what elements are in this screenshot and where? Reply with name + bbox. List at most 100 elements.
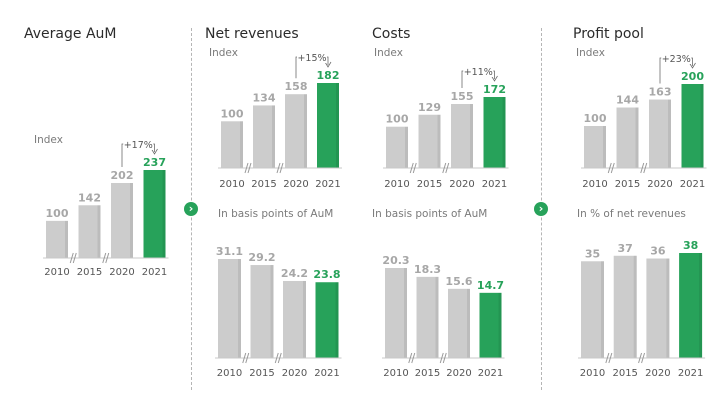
costs-bps-bar-shade-0	[404, 268, 407, 358]
costs-bps-bar-1	[416, 276, 439, 358]
aum-index-bar-shade-1	[97, 205, 101, 258]
revenues-index-axis-break-2	[276, 162, 284, 174]
costs-bps-bar-3	[479, 292, 502, 358]
costs-index-bar-2	[451, 104, 473, 168]
revenues-bps-tick-label-0: 2010	[217, 368, 242, 379]
costs-bps-bar-shade-3	[498, 292, 502, 358]
costs-index-tick-label-0: 2010	[384, 179, 409, 190]
revenues-bps-axis-break-2	[274, 352, 282, 364]
costs-bps-bar-shade-2	[467, 288, 470, 358]
costs-index-value-label-1: 129	[418, 101, 441, 114]
revenues-index-value-label-1: 134	[253, 91, 276, 104]
revenues-bps-value-label-0: 31.1	[216, 245, 243, 258]
aum-index-bar-1	[78, 205, 101, 258]
profit-pct-value-label-1: 37	[618, 242, 633, 255]
profit-index-bar-2	[649, 99, 671, 168]
profit-pct-bar-3	[679, 253, 703, 358]
costs-index-value-label-3: 172	[483, 83, 506, 96]
revenues-index-axis-break	[244, 162, 252, 174]
costs-index-change-label: +11%	[464, 67, 493, 78]
costs-bps-value-label-2: 15.6	[445, 275, 472, 288]
profit-pct-bar-1	[613, 255, 637, 358]
costs-index-bar-shade-2	[470, 104, 473, 168]
revenues-index-bar-shade-1	[272, 105, 275, 168]
costs-bps-bar-2	[448, 288, 470, 358]
revenues-bps-tick-label-1: 2015	[249, 368, 274, 379]
revenues-bps-bar-shade-2	[303, 280, 306, 358]
revenues-bps-tick-label-2: 2020	[282, 368, 307, 379]
profit-pct-bar-2	[646, 258, 670, 358]
net-revenues-title: Net revenues	[205, 26, 299, 42]
revenues-index-bar-3	[317, 83, 339, 168]
costs-index-axis-break-2	[442, 162, 450, 174]
profit-pct-tick-label-3: 2021	[678, 368, 703, 379]
aum-index-bar-shade-0	[65, 220, 68, 258]
profit-index-bar-shade-2	[668, 99, 671, 168]
revenues-bps-bar-0	[218, 259, 241, 358]
profit-index-bar-shade-0	[603, 126, 606, 168]
revenues-bps-axis-break	[242, 352, 250, 364]
profit-pct-subtitle: In % of net revenues	[577, 208, 686, 220]
costs-index-change-label-bg	[463, 65, 494, 77]
profit-pool-title: Profit pool	[573, 26, 644, 42]
revenues-bps-bar-shade-3	[335, 282, 339, 358]
profit-pct-tick-label-1: 2015	[612, 368, 637, 379]
revenues-bps-bar-shade-1	[270, 265, 274, 358]
chevron-right-icon: ›	[184, 202, 198, 216]
costs-index-bar-3	[483, 97, 506, 168]
revenues-bps-subtitle: In basis points of AuM	[218, 208, 334, 220]
revenues-index-subtitle: Index	[209, 47, 238, 59]
profit-index-change-label: +23%	[662, 54, 691, 65]
profit-pct-value-label-2: 36	[650, 245, 666, 258]
aum-index-axis-break	[69, 252, 77, 264]
revenues-bps-bar-shade-0	[238, 259, 241, 358]
aum-index-tick-label-0: 2010	[44, 267, 69, 278]
costs-bps-tick-label-0: 2010	[383, 368, 408, 379]
revenues-index-value-label-2: 158	[285, 80, 308, 93]
profit-index-axis-break-2	[640, 162, 648, 174]
aum-index-value-label-0: 100	[46, 207, 69, 220]
profit-index-bar-1	[616, 107, 639, 168]
aum-index-bar-2	[111, 182, 133, 258]
profit-pct-bar-shade-2	[666, 258, 670, 358]
costs-bps-bar-shade-1	[435, 276, 439, 358]
costs-index-value-label-0: 100	[386, 113, 409, 126]
aum-index-value-label-2: 202	[111, 169, 134, 182]
costs-bps-tick-label-1: 2015	[415, 368, 440, 379]
profit-index-value-label-3: 200	[681, 70, 704, 83]
costs-index-bar-shade-3	[502, 97, 506, 168]
costs-bps-subtitle: In basis points of AuM	[372, 208, 488, 220]
profit-index-value-label-2: 163	[649, 86, 672, 99]
costs-index-value-label-2: 155	[451, 90, 474, 103]
profit-index-tick-label-3: 2021	[680, 179, 705, 190]
costs-bps-tick-label-2: 2020	[446, 368, 471, 379]
costs-index-axis-break	[409, 162, 417, 174]
revenues-bps-tick-label-3: 2021	[314, 368, 339, 379]
chevron-right-icon: ›	[534, 202, 548, 216]
costs-bps-value-label-3: 14.7	[477, 279, 504, 292]
revenues-index-bar-shade-3	[336, 83, 339, 168]
revenues-index-tick-label-0: 2010	[219, 179, 244, 190]
revenues-bps-value-label-3: 23.8	[313, 268, 340, 281]
profit-pct-axis-break	[605, 352, 613, 364]
profit-pct-bar-0	[581, 261, 604, 358]
revenues-index-tick-label-3: 2021	[315, 179, 340, 190]
profit-pct-tick-label-2: 2020	[645, 368, 670, 379]
profit-index-bar-shade-1	[635, 107, 639, 168]
aum-index-value-label-3: 237	[143, 156, 166, 169]
profit-pct-bar-shade-1	[633, 255, 637, 358]
profit-index-subtitle: Index	[576, 47, 605, 59]
aum-index-tick-label-1: 2015	[77, 267, 102, 278]
costs-title: Costs	[372, 26, 411, 42]
profit-pct-value-label-3: 38	[683, 239, 698, 252]
aum-index-bar-3	[143, 170, 166, 258]
costs-bps-value-label-1: 18.3	[414, 263, 441, 276]
profit-index-bar-0	[584, 126, 606, 168]
costs-bps-bar-0	[385, 268, 407, 358]
profit-pct-bar-shade-3	[699, 253, 703, 358]
revenues-index-bar-0	[221, 121, 243, 168]
costs-index-bar-shade-1	[437, 114, 441, 168]
aum-index-axis-break-2	[102, 252, 110, 264]
revenues-index-bar-shade-2	[304, 94, 307, 168]
